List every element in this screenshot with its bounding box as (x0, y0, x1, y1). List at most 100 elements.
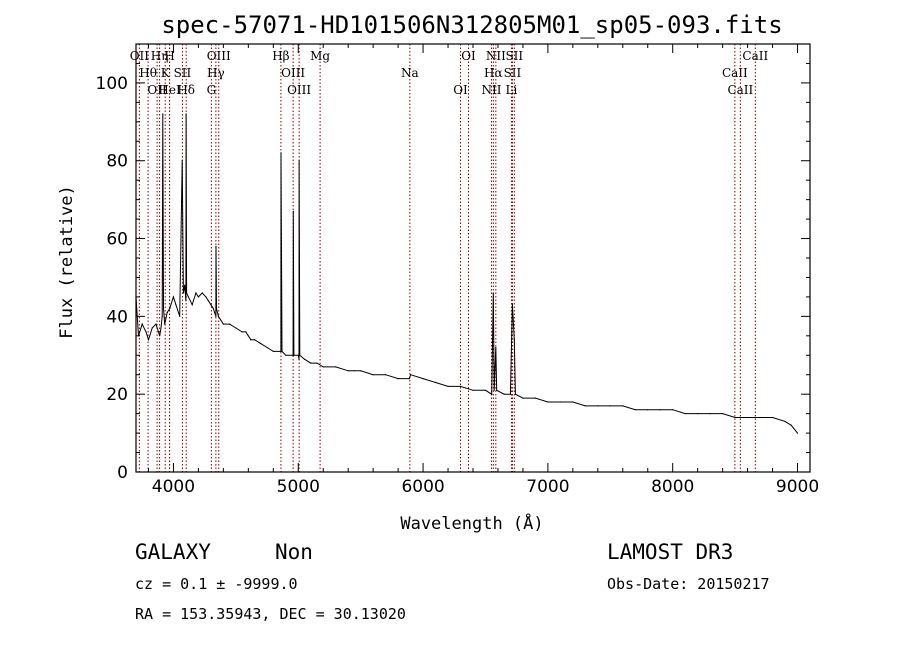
data-point (772, 416, 774, 419)
y-tick-label: 40 (106, 307, 128, 327)
data-point (397, 378, 399, 380)
data-point (647, 409, 649, 411)
spectral-line-label: Na (401, 66, 419, 80)
spectral-line-label: OI (461, 49, 476, 63)
data-point (503, 393, 505, 395)
data-point (796, 432, 799, 434)
survey-name: LAMOST DR3 (607, 540, 733, 564)
data-point (547, 401, 549, 403)
plot-frame (135, 43, 811, 473)
spectral-line-label: NII (481, 83, 501, 97)
data-point (161, 315, 163, 317)
data-point (511, 304, 513, 306)
data-point (534, 397, 537, 399)
data-point (151, 327, 153, 329)
data-point (210, 304, 212, 306)
data-point (353, 370, 355, 372)
spectral-line-label: Mg (310, 49, 330, 63)
data-point (162, 308, 165, 310)
data-point (410, 374, 412, 376)
data-point (310, 362, 312, 364)
data-point (298, 160, 300, 162)
spectral-line-label: OIII (207, 49, 231, 63)
data-point (347, 370, 349, 372)
data-point (245, 331, 247, 333)
data-point (559, 401, 562, 403)
data-point (159, 335, 161, 337)
data-point (609, 405, 611, 407)
data-point (622, 405, 624, 407)
data-point (513, 339, 515, 341)
data-point (241, 331, 243, 333)
data-point (709, 413, 711, 415)
data-point (303, 358, 306, 360)
data-point (672, 409, 674, 411)
y-tick-label: 0 (117, 463, 128, 483)
spectral-line-label: OI (453, 83, 468, 97)
spectrum-series (135, 113, 799, 434)
data-point (280, 350, 282, 352)
spectral-line-label: CaII (722, 66, 748, 80)
data-point (197, 296, 199, 298)
object-subclass: Non (275, 540, 313, 564)
data-point (201, 292, 203, 294)
redshift-info: cz = 0.1 ± -9999.0 (135, 575, 298, 593)
data-point (634, 409, 636, 411)
data-point (335, 366, 337, 368)
data-point (215, 308, 218, 310)
data-point (195, 292, 197, 294)
spectral-line-label: SII (505, 49, 523, 63)
data-point (759, 416, 761, 419)
data-point (584, 405, 586, 407)
spectral-line-label: OII (130, 49, 150, 63)
data-point (214, 311, 216, 314)
data-point (182, 292, 184, 294)
data-point (215, 315, 217, 317)
data-point (297, 354, 299, 356)
data-point (250, 339, 252, 341)
data-point (266, 346, 268, 349)
data-point (175, 304, 177, 306)
data-point (299, 354, 301, 356)
chart-title: spec-57071-HD101506N312805M01_sp05-093.f… (161, 11, 782, 39)
data-point (435, 381, 437, 384)
data-point (514, 393, 517, 395)
data-point (185, 300, 187, 302)
spectral-line-label: Li (506, 83, 518, 97)
data-point (162, 113, 164, 115)
data-point (235, 327, 237, 329)
spectral-line-label: CaII (742, 49, 768, 63)
data-point (169, 308, 171, 310)
data-point (484, 389, 487, 391)
x-tick-label: 5000 (277, 477, 320, 497)
object-class: GALAXY (135, 540, 211, 564)
data-point (659, 409, 661, 411)
data-point (322, 366, 324, 368)
spectral-line-label: Hδ (177, 83, 195, 97)
data-point (509, 393, 511, 395)
spectral-line-label: SII (504, 66, 522, 80)
spectrum-line (135, 113, 798, 434)
data-point (298, 358, 300, 360)
data-point (179, 315, 181, 317)
data-point (164, 323, 166, 325)
x-tick-label: 4000 (152, 477, 195, 497)
data-point (447, 385, 449, 387)
data-point (472, 389, 474, 391)
data-point (260, 343, 262, 345)
data-point (316, 362, 318, 364)
spectral-line-label: Hγ (207, 66, 225, 80)
spectral-line-label: NII (486, 49, 506, 63)
data-point (205, 296, 207, 298)
spectral-line-label: K (161, 66, 171, 80)
data-point (212, 308, 214, 310)
spectral-line-label: Hβ (272, 49, 289, 63)
data-point (185, 113, 187, 115)
data-point (229, 323, 231, 325)
data-point (360, 370, 362, 372)
data-point (181, 160, 183, 162)
data-point (292, 210, 294, 212)
data-point (254, 339, 256, 341)
spectral-line-label: OIII (281, 66, 305, 80)
data-point (207, 300, 209, 302)
